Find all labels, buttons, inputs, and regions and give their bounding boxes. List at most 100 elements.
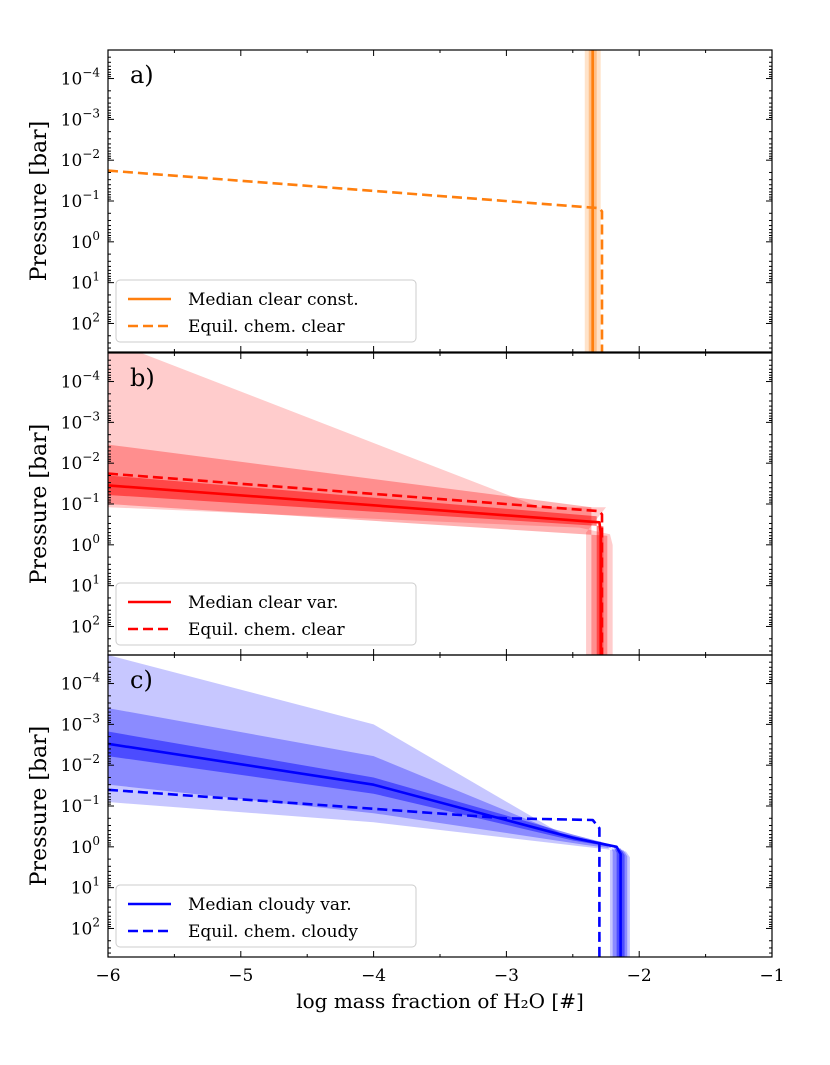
x-tick-label: −3	[494, 966, 519, 986]
y-tick-mantissa: 10	[61, 715, 83, 735]
y-tick-mantissa: 10	[61, 110, 83, 130]
y-tick-mantissa: 10	[61, 675, 83, 695]
y-tick-label: 10−4	[61, 66, 101, 90]
y-tick-mantissa: 10	[61, 151, 83, 171]
y-tick-label: 10−3	[61, 106, 100, 130]
x-tick-label: −6	[95, 966, 120, 986]
y-tick-label: 100	[71, 834, 100, 858]
y-tick-mantissa: 10	[71, 577, 93, 597]
y-tick-exponent: −2	[82, 752, 100, 766]
y-tick-label: 10−1	[61, 491, 100, 515]
y-tick-mantissa: 10	[71, 274, 93, 294]
y-tick-mantissa: 10	[61, 797, 83, 817]
y-tick-exponent: 2	[92, 915, 100, 929]
legend-entry-label: Median cloudy var.	[188, 895, 352, 915]
y-tick-label: 102	[71, 310, 100, 334]
y-tick-label: 101	[71, 270, 100, 294]
plot-area	[108, 353, 613, 655]
legend: Median cloudy var. Equil. chem. cloudy	[115, 884, 417, 948]
y-tick-mantissa: 10	[61, 373, 83, 393]
y-tick-label: 10−4	[61, 671, 101, 695]
panel-label: b)	[130, 364, 155, 392]
y-tick-exponent: 0	[92, 532, 100, 546]
y-tick-label: 101	[71, 875, 100, 899]
legend-entry-label: Equil. chem. cloudy	[188, 922, 358, 942]
y-tick-label: 10−2	[61, 450, 100, 474]
y-tick-label: 10−1	[61, 793, 100, 817]
panel-label: c)	[130, 666, 153, 694]
y-tick-label: 102	[71, 915, 100, 939]
y-tick-mantissa: 10	[61, 495, 83, 515]
confidence-band	[108, 708, 628, 957]
legend-entry-label: Median clear var.	[188, 593, 338, 613]
y-tick-exponent: 0	[92, 229, 100, 243]
series-line-median	[108, 742, 622, 957]
x-axis-label: log mass fraction of H₂O [#]	[296, 989, 584, 1013]
y-axis-label: Pressure [bar]	[27, 424, 52, 585]
legend-entry-label: Equil. chem. clear	[188, 620, 346, 640]
y-tick-exponent: −1	[82, 793, 100, 807]
y-tick-mantissa: 10	[71, 536, 93, 556]
plot-area	[108, 655, 630, 957]
legend-box	[115, 582, 417, 646]
y-tick-mantissa: 10	[61, 413, 83, 433]
y-tick-mantissa: 10	[71, 233, 93, 253]
y-tick-exponent: 2	[92, 310, 100, 324]
y-tick-exponent: 1	[92, 270, 100, 284]
y-tick-label: 10−3	[61, 711, 100, 735]
legend: Median clear const. Equil. chem. clear	[115, 279, 417, 343]
legend: Median clear var. Equil. chem. clear	[115, 582, 417, 646]
y-tick-exponent: −1	[82, 188, 100, 202]
series-line-equilibrium	[108, 169, 604, 352]
y-tick-label: 10−2	[61, 147, 100, 171]
y-tick-exponent: −3	[82, 409, 100, 423]
y-tick-exponent: 1	[92, 875, 100, 889]
y-tick-mantissa: 10	[71, 617, 93, 637]
y-tick-mantissa: 10	[71, 314, 93, 334]
y-tick-exponent: 0	[92, 834, 100, 848]
x-tick-label: −4	[361, 966, 386, 986]
y-tick-mantissa: 10	[71, 838, 93, 858]
y-tick-label: 100	[71, 229, 100, 253]
legend-box	[115, 884, 417, 948]
x-tick-label: −2	[627, 966, 652, 986]
y-tick-exponent: −3	[82, 711, 100, 725]
x-tick-label: −1	[759, 966, 784, 986]
y-tick-label: 10−2	[61, 752, 100, 776]
y-tick-label: 102	[71, 613, 100, 637]
panel-label: a)	[130, 61, 154, 89]
y-tick-exponent: 2	[92, 613, 100, 627]
legend-entry-label: Equil. chem. clear	[188, 317, 346, 337]
y-axis-label: Pressure [bar]	[27, 121, 52, 282]
y-tick-exponent: −4	[82, 66, 100, 80]
y-tick-mantissa: 10	[61, 756, 83, 776]
y-tick-label: 10−4	[61, 369, 101, 393]
y-tick-mantissa: 10	[71, 919, 93, 939]
y-tick-mantissa: 10	[71, 879, 93, 899]
series-line-equilibrium	[108, 788, 601, 957]
series-line-equilibrium	[108, 472, 604, 655]
y-tick-exponent: −1	[82, 491, 100, 505]
y-tick-exponent: 1	[92, 573, 100, 587]
plot-area	[108, 50, 604, 352]
y-tick-mantissa: 10	[61, 192, 83, 212]
y-tick-exponent: −4	[82, 369, 100, 383]
y-tick-exponent: −4	[82, 671, 100, 685]
y-tick-label: 100	[71, 532, 100, 556]
y-tick-label: 101	[71, 573, 100, 597]
y-tick-label: 10−1	[61, 188, 100, 212]
y-axis-label: Pressure [bar]	[27, 726, 52, 887]
confidence-band	[108, 655, 630, 957]
y-tick-exponent: −2	[82, 450, 100, 464]
legend-box	[115, 279, 417, 343]
confidence-band	[108, 731, 625, 957]
y-tick-mantissa: 10	[61, 70, 83, 90]
confidence-band	[108, 475, 604, 655]
legend-entry-label: Median clear const.	[188, 290, 359, 310]
y-tick-exponent: −2	[82, 147, 100, 161]
